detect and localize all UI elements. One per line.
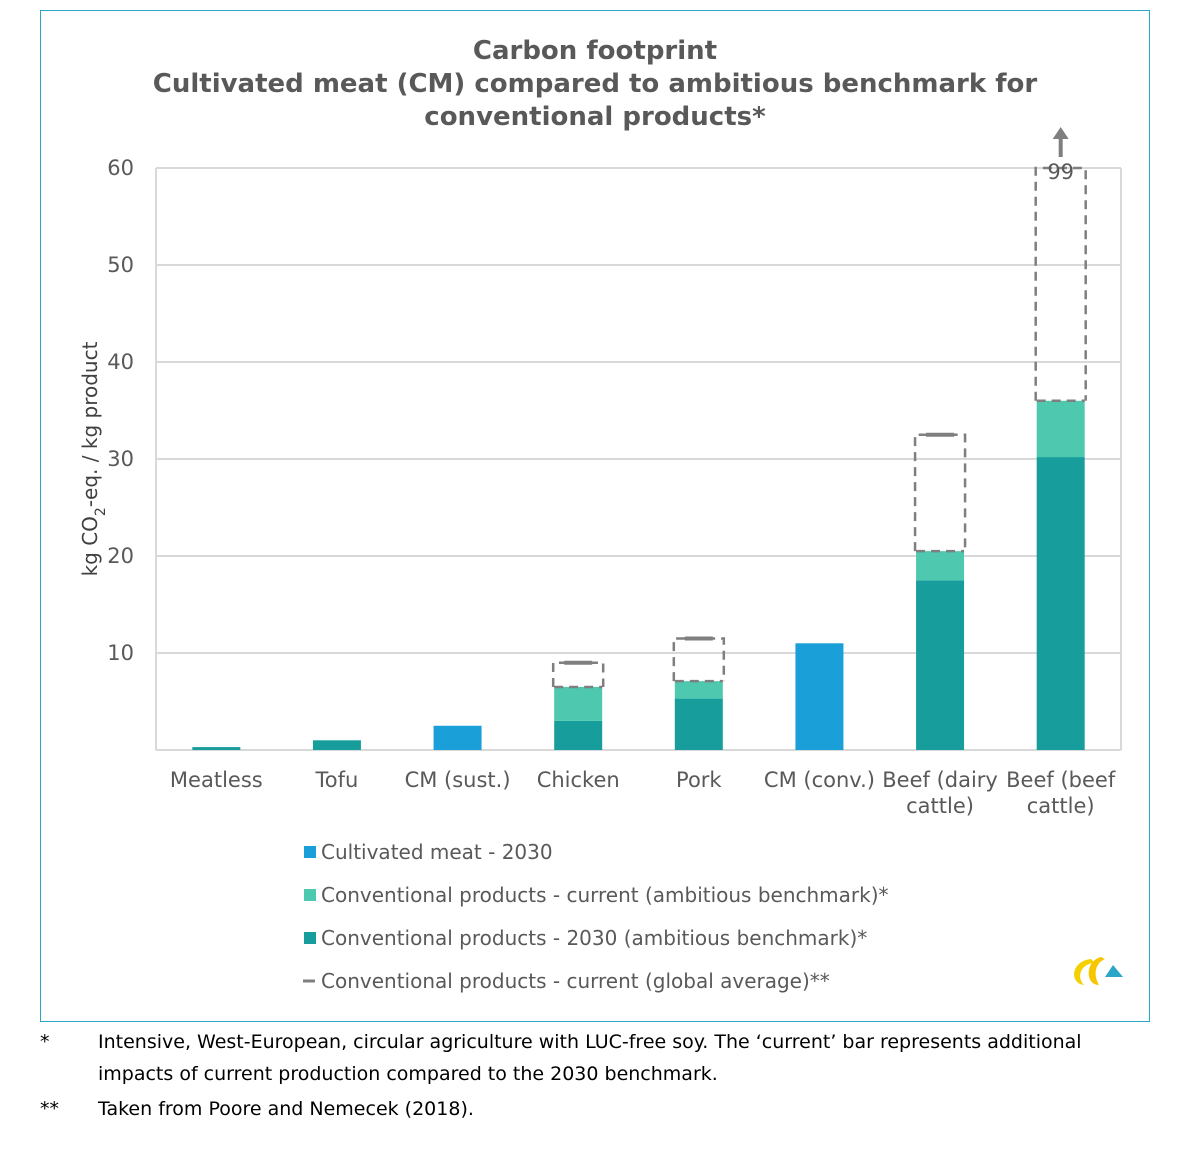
logo — [1074, 957, 1123, 985]
bar-conventional-2030 — [1036, 457, 1085, 750]
y-tick-label: 40 — [107, 350, 134, 374]
chart-title-line: conventional products* — [424, 102, 766, 132]
bar-conventional-2030 — [554, 720, 603, 750]
y-axis-title-part: -eq. / kg product — [78, 341, 102, 507]
bar-conventional-current — [554, 686, 603, 721]
logo-swirl-yellow — [1074, 959, 1095, 985]
chart-title-line: Cultivated meat (CM) compared to ambitio… — [153, 69, 1038, 99]
x-category-label: Chicken — [537, 768, 620, 792]
bar-global-average-outline — [551, 661, 605, 687]
x-category-label: cattle) — [1027, 794, 1095, 818]
legend-label: Cultivated meat - 2030 — [321, 840, 553, 864]
bar-conventional-current — [916, 551, 965, 581]
legend-label: Conventional products - 2030 (ambitious … — [321, 926, 867, 950]
x-axis-categories: Meatless Tofu CM (sust.) Chicken Pork CM (con… — [170, 768, 1116, 818]
footnote-2-mark: ** — [40, 1098, 59, 1120]
overflow-arrow-head — [1052, 127, 1069, 139]
y-tick-label: 60 — [107, 156, 134, 180]
logo-triangle-blue — [1105, 965, 1123, 977]
bar-conventional-2030 — [312, 740, 361, 750]
gridlines — [155, 167, 1122, 751]
y-axis-title-part: kg CO — [78, 516, 102, 576]
chart-title-line: Carbon footprint — [473, 36, 717, 66]
x-category-label: cattle) — [906, 794, 974, 818]
y-axis-ticks: 10 20 30 40 50 60 — [107, 156, 134, 665]
footnote-1-mark: * — [40, 1031, 50, 1053]
logo-swirl-yellow-2 — [1088, 957, 1105, 985]
legend-swatch — [304, 932, 316, 944]
y-tick-label: 10 — [107, 641, 134, 665]
bar-conventional-2030 — [674, 698, 723, 750]
y-tick-label: 30 — [107, 447, 134, 471]
legend-label: Conventional products - current (global … — [321, 969, 830, 993]
bar-global-average-outline — [672, 637, 726, 682]
y-tick-label: 50 — [107, 253, 134, 277]
chart-frame: Carbon footprint Cultivated meat (CM) com… — [40, 10, 1150, 1022]
y-axis-title-subscript: 2 — [93, 507, 109, 516]
legend: Cultivated meat - 2030 Conventional produ… — [303, 840, 889, 993]
legend-swatch — [304, 889, 316, 901]
x-category-label: Beef (beef — [1006, 768, 1116, 792]
bars: 99 — [192, 127, 1087, 750]
bar-cultivated-meat — [433, 725, 482, 750]
footnote-2-text: Taken from Poore and Nemecek (2018). — [98, 1098, 474, 1120]
footnote-2: ** Taken from Poore and Nemecek (2018). — [40, 1093, 1150, 1125]
x-category-label: CM (conv.) — [764, 768, 875, 792]
bar-cultivated-meat — [795, 643, 844, 750]
legend-swatch — [304, 846, 316, 858]
footnote-1-text: Intensive, West-European, circular agric… — [98, 1031, 1082, 1085]
x-category-label: Meatless — [170, 768, 263, 792]
legend-label: Conventional products - current (ambitio… — [321, 883, 889, 907]
bar-conventional-current — [674, 681, 723, 699]
overflow-value-label: 99 — [1047, 160, 1074, 184]
x-category-label: Pork — [676, 768, 722, 792]
x-category-label: CM (sust.) — [405, 768, 511, 792]
x-category-label: Tofu — [315, 768, 359, 792]
bar-conventional-2030 — [192, 747, 241, 750]
bar-global-average-outline — [1034, 166, 1087, 401]
y-axis-title: kg CO2-eq. / kg product — [78, 341, 109, 576]
bar-conventional-2030 — [916, 580, 965, 750]
y-axis-label: kg CO2-eq. / kg product — [78, 341, 109, 576]
y-tick-label: 20 — [107, 544, 134, 568]
bar-conventional-current — [1036, 400, 1085, 458]
bar-global-average-outline — [913, 433, 967, 552]
x-category-label: Beef (dairy — [882, 768, 998, 792]
footnote-1: * Intensive, West-European, circular agr… — [40, 1026, 1150, 1090]
